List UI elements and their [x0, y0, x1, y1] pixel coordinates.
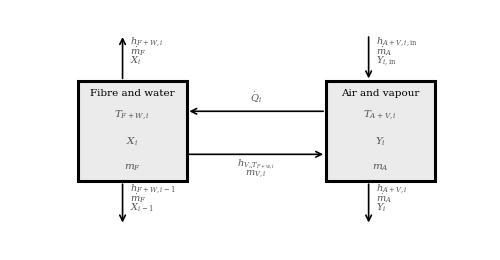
Text: $T_{A+V,i}$: $T_{A+V,i}$ — [364, 108, 397, 121]
Text: $h_{F+W,i-1}$: $h_{F+W,i-1}$ — [130, 182, 176, 195]
Text: $\dot{Q}_i$: $\dot{Q}_i$ — [250, 90, 262, 105]
Text: $\dot{m}_F$: $\dot{m}_F$ — [130, 192, 146, 205]
Bar — [78, 81, 186, 181]
Text: $m_F$: $m_F$ — [124, 163, 141, 173]
Text: $h_{A+V,i}$: $h_{A+V,i}$ — [376, 182, 408, 195]
Text: $h_{V,T_{F+w,i}}$: $h_{V,T_{F+w,i}}$ — [237, 157, 276, 171]
Text: $h_{A+V,i,\mathrm{in}}$: $h_{A+V,i,\mathrm{in}}$ — [376, 35, 418, 48]
Text: $m_A$: $m_A$ — [372, 163, 388, 173]
Bar — [326, 81, 434, 181]
Text: $\dot{m}_{V,i}$: $\dot{m}_{V,i}$ — [246, 167, 267, 180]
Text: $Y_i$: $Y_i$ — [375, 135, 386, 148]
Text: $h_{F+W,i}$: $h_{F+W,i}$ — [130, 35, 163, 48]
Text: $\dot{m}_A$: $\dot{m}_A$ — [376, 192, 392, 205]
Text: $X_i$: $X_i$ — [126, 135, 138, 148]
Text: Fibre and water: Fibre and water — [90, 89, 174, 98]
Text: Air and vapour: Air and vapour — [341, 89, 419, 98]
Text: $Y_{i,\mathrm{in}}$: $Y_{i,\mathrm{in}}$ — [376, 54, 396, 67]
Text: $\dot{m}_A$: $\dot{m}_A$ — [376, 45, 392, 58]
Text: $X_i$: $X_i$ — [130, 54, 141, 67]
Text: $X_{i-1}$: $X_{i-1}$ — [130, 202, 153, 214]
Text: $\dot{m}_F$: $\dot{m}_F$ — [130, 45, 146, 58]
Text: $T_{F+W,i}$: $T_{F+W,i}$ — [114, 108, 150, 121]
Text: $Y_i$: $Y_i$ — [376, 202, 386, 214]
